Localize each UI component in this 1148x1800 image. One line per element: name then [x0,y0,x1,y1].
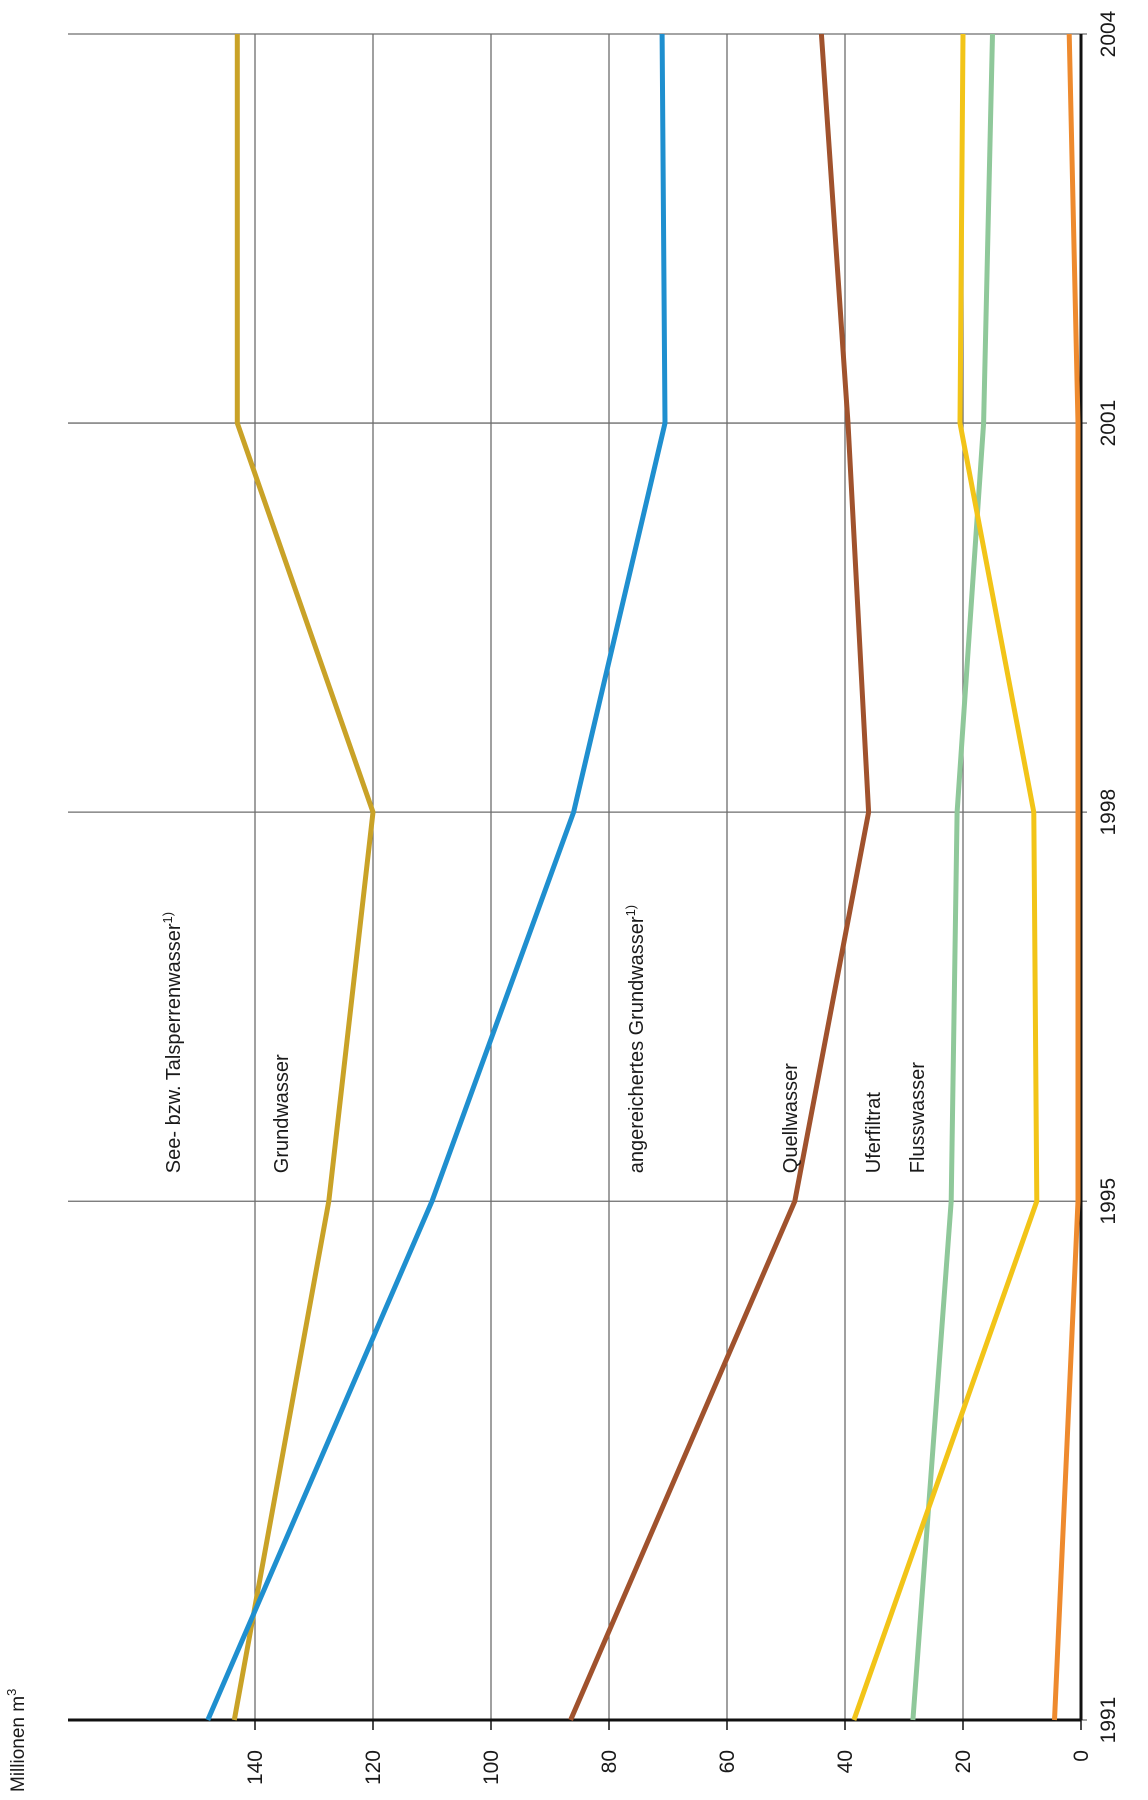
y-axis-unit-label: Millionen m3 [4,1689,29,1792]
y-tick-label-140: 140 [244,1750,267,1785]
year-gridlines [68,33,1087,1721]
x-tick-label-2001: 2001 [1097,400,1120,447]
series-line-1 [205,33,668,1721]
y-tick-label-0: 0 [1070,1750,1093,1762]
series-line-0 [231,34,376,1721]
series-label-3: Quellwasser [780,1063,802,1173]
series-label-4: Uferfiltrat [863,1092,885,1174]
x-tick-label-1995: 1995 [1097,1178,1120,1225]
y-tick-label-100: 100 [480,1750,503,1785]
x-tick-label-1991: 1991 [1097,1697,1120,1744]
series-label-1: Grundwasser [271,1054,293,1173]
series-line-4 [851,33,1040,1721]
series-label-2: angereichertes Grundwasser1) [623,905,648,1173]
x-tick-label-1998: 1998 [1097,789,1120,836]
series-label-5: Flusswasser [907,1062,929,1173]
series-label-0: See- bzw. Talsperrenwasser1) [160,912,185,1173]
y-tick-label-20: 20 [952,1750,975,1773]
x-tick-labels: 1991 1995 1998 2001 2004 [1097,10,1120,1743]
y-tick-label-60: 60 [716,1750,739,1773]
y-tick-label-40: 40 [834,1750,857,1773]
series-lines [205,33,1081,1721]
y-tick-labels: 0 20 40 60 80 100 120 140 [244,1750,1093,1785]
series-line-3 [910,33,995,1721]
series-labels: See- bzw. Talsperrenwasser1) Grundwasser a… [160,905,929,1173]
series-line-2 [568,33,872,1721]
y-tick-label-120: 120 [362,1750,385,1785]
series-line-5 [1052,33,1081,1721]
x-tick-label-2004: 2004 [1097,10,1120,57]
y-tick-label-80: 80 [598,1750,621,1773]
